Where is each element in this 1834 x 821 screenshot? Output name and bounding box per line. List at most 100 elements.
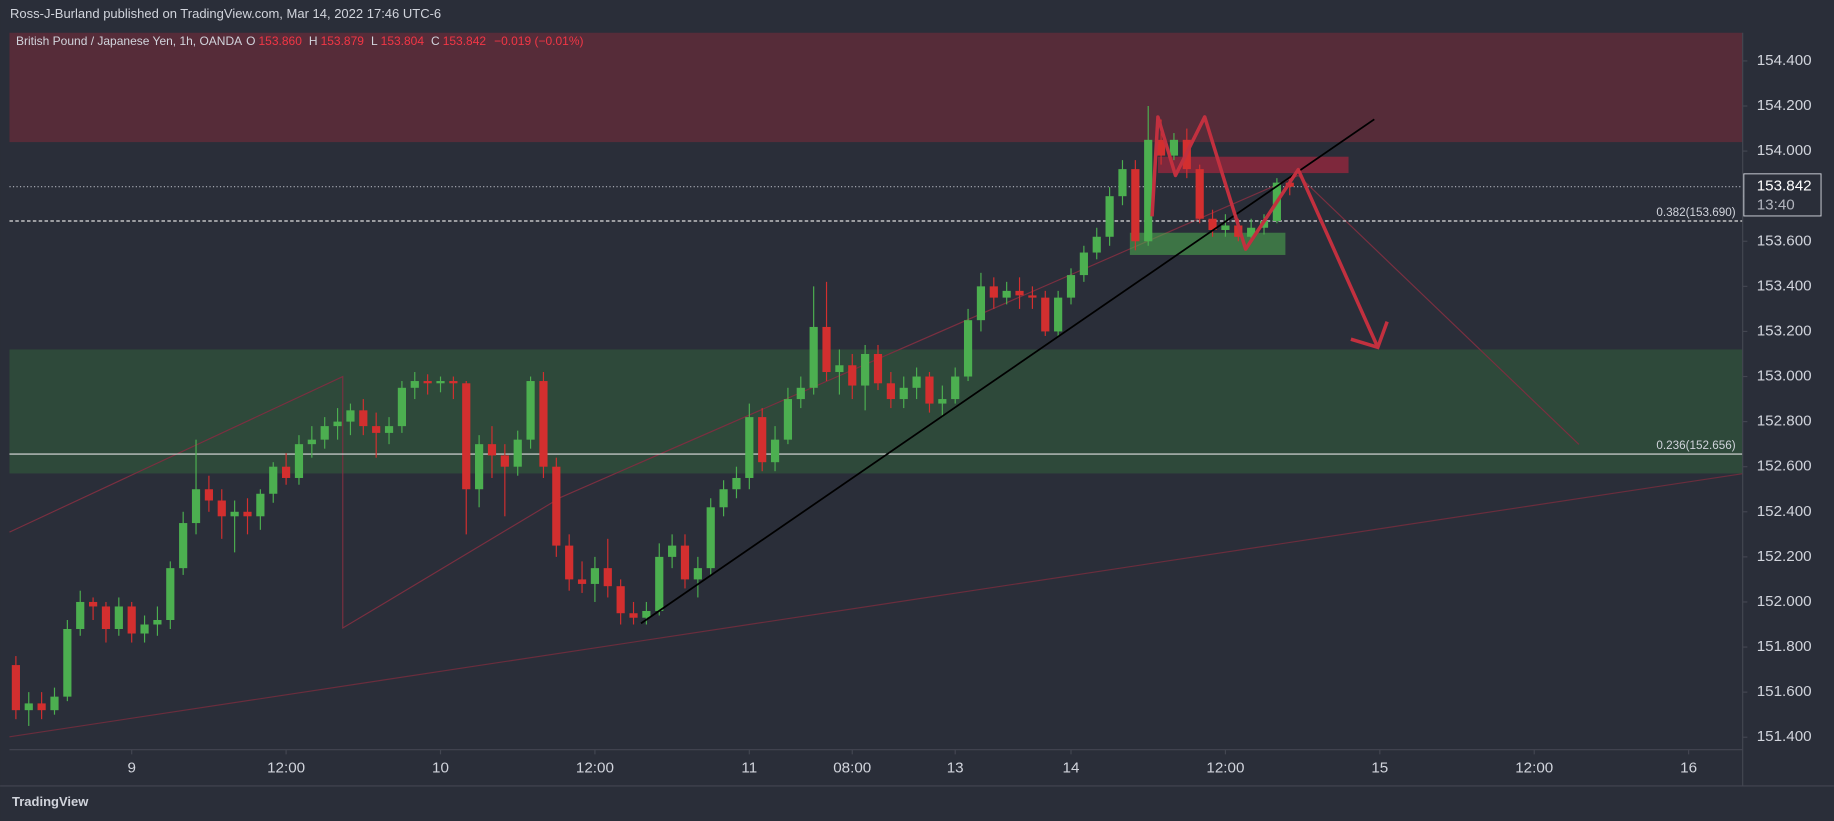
candle-body <box>706 507 715 569</box>
candle-body <box>11 665 20 711</box>
y-tick-label: 152.400 <box>1757 503 1812 520</box>
candle-body <box>848 365 857 386</box>
candle-body <box>101 606 111 630</box>
x-tick-label: 16 <box>1680 759 1697 776</box>
candle-body <box>230 511 239 517</box>
candle-body <box>770 439 780 463</box>
candle-body <box>1041 297 1050 332</box>
candle-body <box>37 703 46 711</box>
brand: TradingView <box>12 794 89 809</box>
ohlc-label: L <box>370 34 378 48</box>
candle-body <box>24 703 33 711</box>
candle-body <box>114 606 123 630</box>
candle-body <box>1144 139 1153 242</box>
candle-body <box>127 606 136 634</box>
candle-body <box>796 387 805 400</box>
candle-body <box>925 376 934 404</box>
candle-body <box>526 381 535 440</box>
candle-body <box>693 568 702 580</box>
candle-body <box>359 410 368 427</box>
candle-body <box>822 326 831 373</box>
y-tick-label: 153.000 <box>1757 368 1812 385</box>
price-tag <box>1743 173 1822 217</box>
candle-body <box>500 455 509 467</box>
candle-body <box>989 286 998 298</box>
ohlc-label: O <box>246 34 256 48</box>
y-tick-label: 151.400 <box>1757 728 1812 745</box>
candle-body <box>269 466 278 494</box>
x-tick-label: 9 <box>127 759 135 776</box>
candle-body <box>1221 225 1230 230</box>
candle-body <box>243 511 252 517</box>
candle-body <box>668 545 677 557</box>
ohlc-legend: British Pound / Japanese Yen, 1h, OANDA … <box>16 34 588 48</box>
candle-body <box>449 381 458 384</box>
candle-body <box>140 624 149 634</box>
y-tick-label: 152.800 <box>1757 413 1812 430</box>
zone <box>9 32 1743 143</box>
candle-body <box>1169 139 1179 156</box>
candle-body <box>204 489 213 501</box>
candle-body <box>410 381 419 388</box>
projection-line <box>1297 175 1580 445</box>
candle-body <box>642 610 651 618</box>
x-tick-label: 13 <box>947 759 964 776</box>
x-tick-label: 10 <box>432 759 449 776</box>
candle-body <box>809 326 818 388</box>
candle-body <box>938 399 947 404</box>
candle-body <box>1208 218 1217 230</box>
price-tag-countdown: 13:40 <box>1757 196 1795 213</box>
price-tag-value: 153.842 <box>1757 178 1812 195</box>
candle-body <box>835 365 844 373</box>
candle-body <box>333 421 342 427</box>
candle-body <box>629 613 638 618</box>
arrow-head <box>1350 321 1389 350</box>
candle-body <box>963 320 973 377</box>
candle-body <box>1015 290 1024 296</box>
candle-body <box>1054 297 1063 332</box>
candle-body <box>462 383 471 490</box>
candle-body <box>1156 139 1166 156</box>
y-tick-label: 154.000 <box>1757 142 1812 159</box>
y-tick-label: 151.600 <box>1757 683 1812 700</box>
candle-body <box>423 381 432 384</box>
candle-body <box>783 399 793 440</box>
candle-body <box>1118 169 1127 197</box>
candle-body <box>191 489 201 524</box>
candle-body <box>565 545 574 580</box>
ohlc-value: 153.879 <box>320 34 364 48</box>
candle-body <box>320 426 329 440</box>
y-tick-label: 153.400 <box>1757 277 1812 294</box>
candle-body <box>552 466 561 546</box>
x-tick-label: 14 <box>1063 759 1080 776</box>
candle-body <box>307 439 316 445</box>
x-tick-label: 08:00 <box>833 759 871 776</box>
y-tick-label: 152.200 <box>1757 548 1812 565</box>
candle-body <box>513 439 522 467</box>
candle-body <box>873 353 883 384</box>
x-tick-label: 12:00 <box>1206 759 1244 776</box>
y-tick-label: 151.800 <box>1757 638 1812 655</box>
fib-label: 0.382(153.690) <box>1656 206 1735 219</box>
candle-body <box>680 545 690 580</box>
candle-body <box>539 381 548 467</box>
candle-body <box>256 493 265 517</box>
candle-body <box>1105 196 1114 237</box>
candle-body <box>1195 169 1204 219</box>
candle-body <box>1028 295 1037 298</box>
y-tick-label: 153.600 <box>1757 232 1812 249</box>
candle-body <box>1066 275 1076 298</box>
trend-line <box>640 118 1375 625</box>
candle-body <box>217 500 226 517</box>
change: −0.019 (−0.01%) <box>494 34 584 48</box>
symbol: British Pound / Japanese Yen, 1h, OANDA <box>16 34 243 48</box>
candle-body <box>294 444 304 478</box>
candle-body <box>76 601 85 630</box>
ohlc-items: O 153.860 H 153.879 L 153.804 C 153.842 <box>246 34 490 48</box>
candle-body <box>166 568 175 620</box>
pattern-line <box>9 174 1299 630</box>
y-tick-label: 152.000 <box>1757 593 1812 610</box>
candle-body <box>1247 227 1256 237</box>
candle-body <box>976 286 986 321</box>
